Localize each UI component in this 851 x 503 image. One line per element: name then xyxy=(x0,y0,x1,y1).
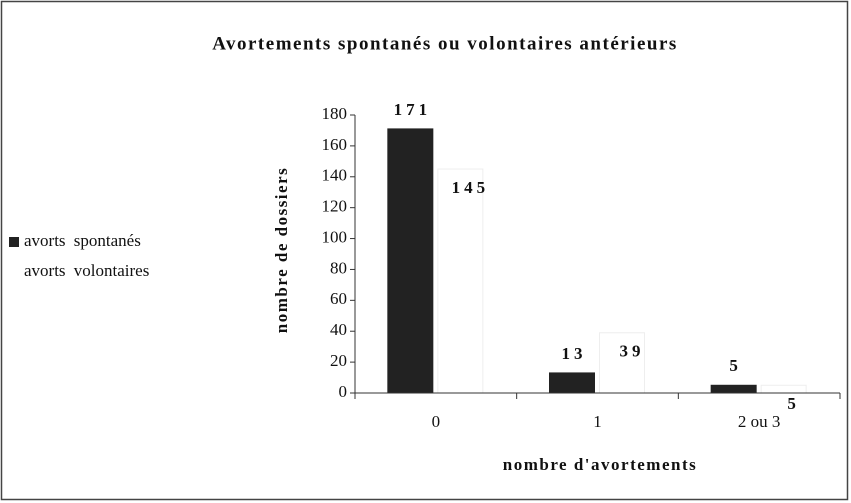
value-label: 145 xyxy=(452,178,490,197)
value-label: 13 xyxy=(562,344,587,363)
x-tick-label: 1 xyxy=(593,412,602,431)
bar xyxy=(549,372,595,394)
y-tick-label: 20 xyxy=(330,351,347,370)
y-tick-label: 100 xyxy=(322,227,348,246)
bar xyxy=(437,168,484,394)
y-tick-label: 60 xyxy=(330,289,347,308)
value-label: 5 xyxy=(729,356,742,375)
legend-label: avorts volontaires xyxy=(24,261,149,280)
y-tick-label: 120 xyxy=(322,197,348,216)
value-label: 5 xyxy=(787,394,800,413)
y-tick-label: 160 xyxy=(322,135,348,154)
y-tick-label: 0 xyxy=(339,382,348,401)
x-axis-label: nombre d'avortements xyxy=(503,455,697,474)
bar xyxy=(760,384,807,394)
x-tick-label: 0 xyxy=(432,412,441,431)
x-tick-label: 2 ou 3 xyxy=(738,412,781,431)
y-tick-label: 40 xyxy=(330,320,347,339)
y-tick-label: 80 xyxy=(330,258,347,277)
bar xyxy=(710,384,757,394)
chart-title: Avortements spontanés ou volontaires ant… xyxy=(212,33,678,54)
y-tick-label: 180 xyxy=(322,104,348,123)
bar xyxy=(387,128,434,394)
legend-swatch xyxy=(9,267,19,277)
y-axis-label: nombre de dossiers xyxy=(272,167,291,333)
legend-swatch xyxy=(9,237,19,247)
legend-label: avorts spontanés xyxy=(24,231,141,250)
bar xyxy=(599,332,645,394)
y-tick-label: 140 xyxy=(322,166,348,185)
value-label: 39 xyxy=(620,342,645,361)
value-label: 171 xyxy=(394,100,432,119)
